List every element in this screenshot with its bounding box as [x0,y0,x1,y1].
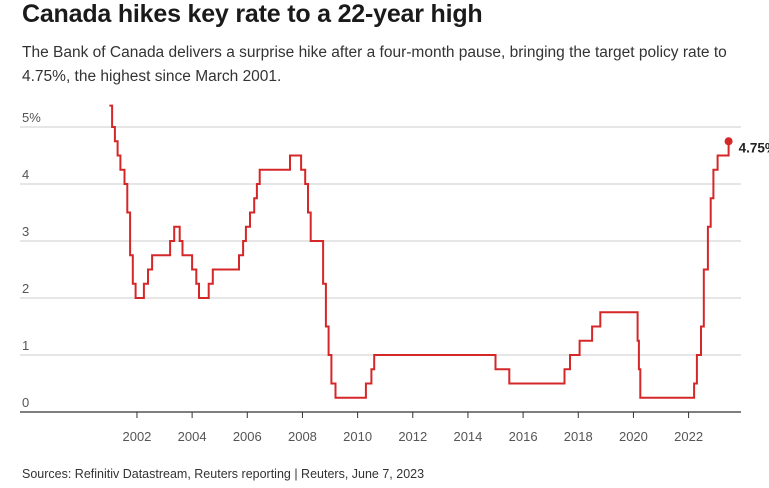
policy-rate-line [109,104,730,399]
y-tick-label: 1 [22,338,29,353]
chart-title: Canada hikes key rate to a 22-year high [22,0,483,28]
gridlines [20,126,741,356]
chart-subtitle: The Bank of Canada delivers a surprise h… [22,44,727,85]
x-tick-label: 2004 [178,429,207,444]
x-tick-label: 2016 [509,429,538,444]
y-axis-ticks: 5% 4 3 2 1 0 [22,110,41,410]
y-tick-label: 5% [22,110,41,125]
x-tick-label: 2012 [398,429,427,444]
y-tick-label: 0 [22,395,29,410]
x-tick-label: 2008 [288,429,317,444]
y-tick-label: 4 [22,167,29,182]
x-axis-ticks: 2002 2004 2006 2008 2010 2012 2014 2016 2018 2020… [122,412,703,444]
x-tick-label: 2002 [122,429,151,444]
end-point-marker [724,137,733,146]
x-tick-label: 2020 [619,429,648,444]
x-tick-label: 2018 [564,429,593,444]
x-tick-label: 2014 [453,429,482,444]
x-tick-label: 2006 [233,429,262,444]
x-tick-label: 2022 [674,429,703,444]
x-tick-label: 2010 [343,429,372,444]
source-note: Sources: Refinitiv Datastream, Reuters r… [22,467,425,481]
end-value-label: 4.75% [739,140,769,155]
y-tick-label: 2 [22,281,29,296]
y-tick-label: 3 [22,224,29,239]
